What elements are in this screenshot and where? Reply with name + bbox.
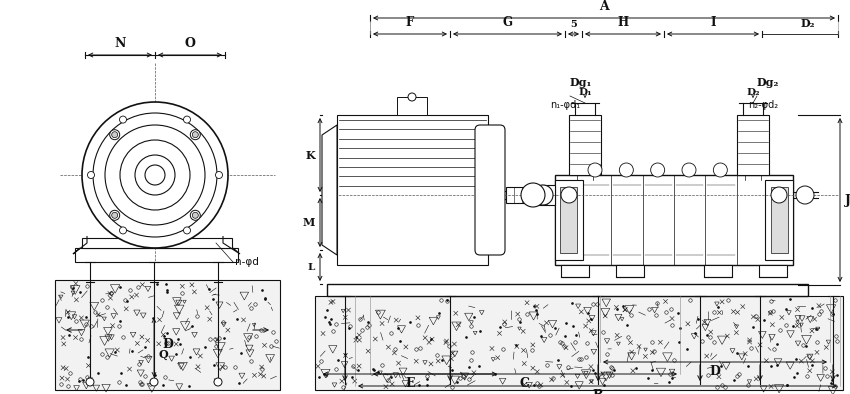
Circle shape	[771, 187, 787, 203]
Bar	[569, 115, 601, 175]
Text: n₁-φd₁: n₁-φd₁	[550, 100, 580, 110]
Circle shape	[184, 116, 190, 123]
Bar	[315, 296, 843, 390]
Text: D₂: D₂	[746, 88, 760, 97]
Circle shape	[533, 185, 553, 205]
Text: Dg₂: Dg₂	[757, 77, 779, 88]
Bar	[337, 115, 488, 265]
Text: D₂: D₂	[801, 18, 815, 29]
Circle shape	[145, 165, 165, 185]
Circle shape	[120, 116, 127, 123]
Text: Q: Q	[159, 349, 169, 361]
Circle shape	[408, 93, 416, 101]
Circle shape	[190, 130, 201, 140]
Text: C: C	[520, 377, 530, 390]
Text: G: G	[502, 16, 513, 29]
Circle shape	[82, 102, 228, 248]
Circle shape	[192, 212, 198, 218]
Text: D: D	[710, 365, 721, 378]
Text: L: L	[308, 262, 315, 271]
Polygon shape	[322, 125, 337, 255]
Circle shape	[620, 163, 633, 177]
Text: H: H	[617, 16, 628, 29]
Text: D₁: D₁	[578, 88, 592, 97]
Circle shape	[110, 130, 120, 140]
Circle shape	[135, 155, 175, 195]
Text: n-φd: n-φd	[235, 257, 259, 267]
Text: M: M	[303, 217, 315, 228]
Text: A: A	[599, 0, 609, 13]
Text: n₂-φd₂: n₂-φd₂	[748, 100, 778, 110]
Bar	[616, 265, 644, 277]
Circle shape	[192, 132, 198, 138]
Circle shape	[93, 113, 217, 237]
Bar	[555, 180, 583, 260]
Circle shape	[150, 378, 158, 386]
Bar	[327, 284, 808, 296]
Text: F: F	[405, 16, 414, 29]
Text: I: I	[711, 16, 716, 29]
Bar	[506, 187, 538, 203]
Text: Dg₁: Dg₁	[570, 77, 592, 88]
Circle shape	[120, 227, 127, 234]
Circle shape	[190, 210, 201, 220]
Circle shape	[120, 140, 190, 210]
Text: 5: 5	[570, 20, 577, 29]
Bar	[759, 265, 787, 277]
Bar	[82, 238, 232, 248]
Text: N: N	[114, 37, 126, 50]
Circle shape	[650, 163, 665, 177]
Circle shape	[521, 183, 545, 207]
Circle shape	[214, 378, 222, 386]
Text: B: B	[592, 389, 603, 394]
Text: K: K	[305, 149, 315, 160]
Bar	[737, 115, 769, 175]
Circle shape	[105, 125, 205, 225]
Circle shape	[111, 132, 117, 138]
Bar	[560, 187, 577, 253]
Circle shape	[88, 171, 94, 178]
Bar	[535, 185, 555, 205]
Circle shape	[184, 227, 190, 234]
Circle shape	[796, 186, 814, 204]
Bar	[55, 280, 280, 390]
Circle shape	[86, 378, 94, 386]
Bar	[561, 265, 589, 277]
Circle shape	[110, 210, 120, 220]
Circle shape	[111, 212, 117, 218]
Circle shape	[713, 163, 728, 177]
Bar	[704, 265, 732, 277]
FancyBboxPatch shape	[475, 125, 505, 255]
Bar	[75, 248, 238, 262]
Text: O: O	[184, 37, 196, 50]
Bar	[765, 180, 793, 260]
Bar	[397, 97, 427, 115]
Bar	[555, 175, 793, 265]
Circle shape	[682, 163, 696, 177]
Text: D: D	[162, 338, 173, 351]
Text: E: E	[405, 377, 415, 390]
Text: J: J	[845, 193, 850, 206]
Circle shape	[561, 187, 577, 203]
Circle shape	[588, 163, 602, 177]
Circle shape	[216, 171, 223, 178]
Bar	[771, 187, 788, 253]
